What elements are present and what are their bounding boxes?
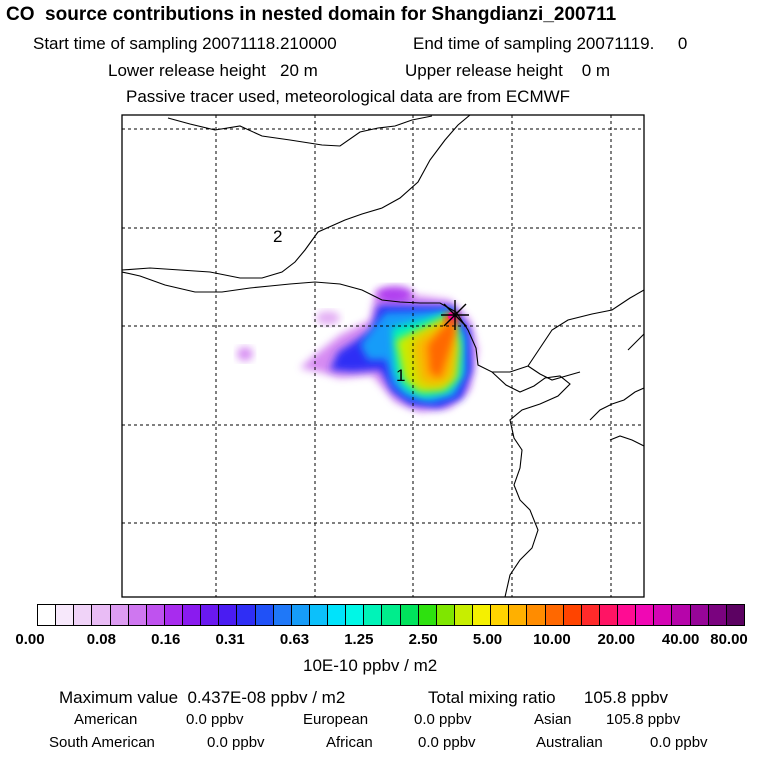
region-value-australian: 0.0 ppbv <box>650 734 708 751</box>
tracer-label: Passive tracer used, meteorological data… <box>126 87 571 106</box>
lat-lon-grid <box>122 115 644 597</box>
color-swatch <box>526 605 545 625</box>
color-scale-tick-label: 20.00 <box>597 631 636 648</box>
color-swatch <box>308 605 327 625</box>
region-value-african: 0.0 ppbv <box>418 734 476 751</box>
color-swatch <box>109 605 128 625</box>
color-swatch <box>490 605 509 625</box>
map-panel: 2 1 <box>121 114 645 598</box>
color-swatch <box>653 605 672 625</box>
color-scale-tick-label: 5.00 <box>472 631 503 648</box>
color-swatch <box>345 605 364 625</box>
color-swatch <box>73 605 92 625</box>
region-name-south-american: South American <box>49 734 155 751</box>
color-swatch <box>617 605 636 625</box>
color-scale-bar <box>37 604 745 626</box>
color-swatch <box>55 605 74 625</box>
color-swatch <box>145 605 164 625</box>
color-swatch <box>725 605 744 625</box>
color-swatch <box>290 605 309 625</box>
region-name-australian: Australian <box>536 734 603 751</box>
region-name-european: European <box>303 711 369 728</box>
total-mixing-label: Total mixing ratio 105.8 ppbv <box>428 688 669 707</box>
color-scale-tick-label: 10.00 <box>533 631 571 648</box>
color-swatch <box>598 605 617 625</box>
color-scale-tick-label: 1.25 <box>344 631 374 648</box>
upper-release-label: Upper release height 0 m <box>405 61 611 80</box>
color-swatch <box>236 605 255 625</box>
color-swatch <box>544 605 563 625</box>
color-swatch <box>562 605 581 625</box>
color-swatch <box>272 605 291 625</box>
color-scale-tick-label: 80.00 <box>710 631 748 648</box>
color-swatch <box>327 605 346 625</box>
concentration-plume <box>237 286 478 412</box>
region-label-2: 2 <box>273 227 282 246</box>
station-marker-icon <box>441 300 469 330</box>
region-name-american: American <box>74 711 138 728</box>
color-swatch <box>580 605 599 625</box>
color-swatch <box>127 605 146 625</box>
color-scale-tick-label: 0.31 <box>215 631 245 648</box>
units-label: 10E-10 ppbv / m2 <box>303 656 438 675</box>
region-value-american: 0.0 ppbv <box>186 711 244 728</box>
color-swatch <box>182 605 201 625</box>
color-swatch <box>38 605 56 625</box>
region-value-south-american: 0.0 ppbv <box>207 734 265 751</box>
color-scale-tick-label: 40.00 <box>661 631 700 648</box>
color-swatch <box>200 605 219 625</box>
color-scale-tick-label: 0.63 <box>279 631 310 648</box>
page-title: CO source contributions in nested domain… <box>6 4 617 25</box>
lower-release-label: Lower release height 20 m <box>108 61 318 80</box>
color-swatch <box>707 605 726 625</box>
region-value-asian: 105.8 ppbv <box>606 711 681 728</box>
color-swatch <box>689 605 708 625</box>
color-swatch <box>218 605 237 625</box>
color-scale-tick-label: 2.50 <box>408 631 438 648</box>
color-swatch <box>381 605 400 625</box>
region-name-african: African <box>326 734 373 751</box>
color-scale-tick-label: 0.00 <box>15 631 45 648</box>
color-swatch <box>363 605 382 625</box>
region-name-asian: Asian <box>534 711 572 728</box>
color-swatch <box>508 605 527 625</box>
color-swatch <box>453 605 472 625</box>
color-swatch <box>163 605 182 625</box>
color-swatch <box>435 605 454 625</box>
region-value-european: 0.0 ppbv <box>414 711 472 728</box>
max-value-label: Maximum value 0.437E-08 ppbv / m2 <box>59 688 346 707</box>
color-swatch <box>417 605 436 625</box>
color-scale-tick-label: 0.16 <box>151 631 181 648</box>
color-swatch <box>635 605 654 625</box>
color-scale-tick-label: 0.08 <box>86 631 116 648</box>
end-time-label: End time of sampling 20071119. 0 <box>413 34 688 53</box>
color-swatch <box>399 605 418 625</box>
coastline-borders <box>122 115 644 597</box>
start-time-label: Start time of sampling 20071118.210000 <box>33 34 337 53</box>
color-swatch <box>254 605 273 625</box>
region-label-1: 1 <box>396 366 405 385</box>
map-frame <box>121 114 645 598</box>
color-swatch <box>91 605 110 625</box>
color-swatch <box>671 605 690 625</box>
color-swatch <box>472 605 491 625</box>
